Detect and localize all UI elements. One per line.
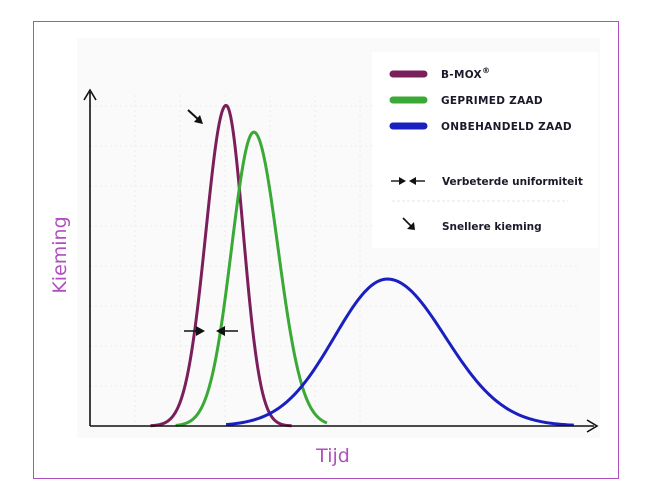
y-axis-arrow-icon bbox=[83, 88, 97, 101]
legend-label-bmox: B-MOX® bbox=[441, 66, 490, 81]
curves bbox=[149, 103, 574, 428]
grid bbox=[90, 95, 580, 426]
faster-germination-arrow-icon bbox=[187, 109, 203, 124]
legend: B-MOX® GEPRIMED ZAAD ONBEHANDELD ZAAD Ve… bbox=[389, 66, 583, 233]
legend-item-uniformity: Verbeterde uniformiteit bbox=[391, 176, 583, 188]
legend-item-onbehandeld: ONBEHANDELD ZAAD bbox=[389, 121, 572, 133]
legend-label-geprimed: GEPRIMED ZAAD bbox=[441, 95, 543, 107]
x-axis-title: Tijd bbox=[315, 445, 350, 467]
legend-item-bmox: B-MOX® bbox=[389, 66, 490, 81]
legend-label-onbehandeld: ONBEHANDELD ZAAD bbox=[441, 121, 572, 133]
chart-frame bbox=[33, 21, 619, 479]
arrows-inward-icon bbox=[391, 177, 425, 185]
arrow-down-right-icon bbox=[402, 217, 415, 230]
series-line-b-mox bbox=[149, 103, 293, 428]
legend-item-faster: Snellere kieming bbox=[402, 217, 542, 233]
uniformity-arrows-icon bbox=[184, 326, 238, 336]
series-line-onbehandeld-zaad bbox=[225, 277, 574, 427]
legend-panel bbox=[372, 52, 598, 248]
y-axis-title: Kieming bbox=[49, 216, 71, 293]
legend-label-uniformity: Verbeterde uniformiteit bbox=[442, 176, 583, 188]
legend-item-geprimed: GEPRIMED ZAAD bbox=[389, 95, 543, 107]
x-axis-arrow-icon bbox=[586, 419, 599, 433]
legend-label-faster: Snellere kieming bbox=[442, 221, 542, 233]
